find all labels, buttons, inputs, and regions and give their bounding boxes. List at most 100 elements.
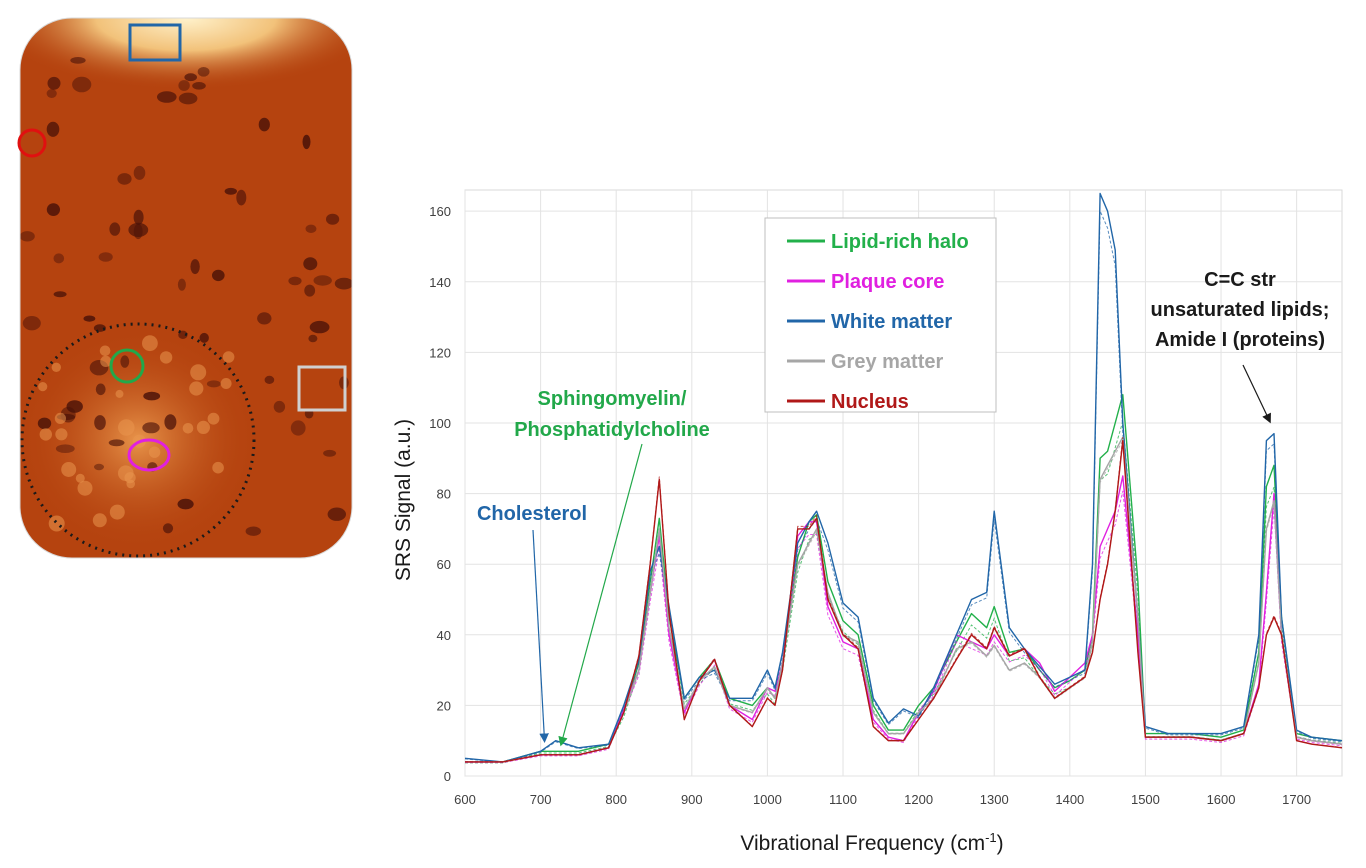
plaque-granule bbox=[212, 461, 224, 474]
cell-body-spot bbox=[143, 391, 161, 401]
cell-body-spot bbox=[245, 526, 261, 536]
cell-body-spot bbox=[98, 252, 113, 262]
plaque-granule bbox=[77, 480, 93, 496]
legend: Lipid-rich halo Plaque core White matter Gr… bbox=[764, 217, 997, 413]
cell-body-spot bbox=[53, 291, 67, 298]
plaque-granule bbox=[48, 515, 65, 532]
cell-body-spot bbox=[258, 117, 270, 132]
annotation-cc-line2: unsaturated lipids; bbox=[1151, 299, 1330, 321]
cell-body-spot bbox=[133, 165, 146, 180]
series-replicate-line bbox=[465, 437, 1343, 763]
x-axis-ticks: 600 700 800 900 1000 1100 1200 1300 1400 1500 1600… bbox=[454, 792, 1311, 807]
legend-label: Plaque core bbox=[831, 271, 944, 293]
y-tick-label: 40 bbox=[437, 628, 451, 643]
annotation-sphingomyelin-arrow bbox=[558, 443, 643, 747]
annotation-sphingomyelin: Sphingomyelin/ Phosphatidylcholine bbox=[514, 388, 710, 747]
cell-body-spot bbox=[133, 209, 144, 225]
cell-body-spot bbox=[162, 523, 174, 534]
cell-body-spot bbox=[190, 259, 200, 275]
cell-body-spot bbox=[178, 80, 190, 91]
cell-body-spot bbox=[177, 278, 186, 291]
roi-lipid-halo bbox=[109, 348, 145, 384]
cell-body-spot bbox=[142, 422, 160, 434]
annotation-cc-arrow bbox=[1242, 364, 1271, 424]
plaque-granule bbox=[99, 345, 111, 357]
series-lines bbox=[464, 192, 1343, 764]
series-replicate-line bbox=[464, 210, 1343, 763]
plaque-outline bbox=[20, 322, 256, 558]
y-tick-label: 100 bbox=[429, 416, 451, 431]
plaque-granule bbox=[118, 419, 135, 436]
cell-body-spot bbox=[273, 400, 286, 413]
roi-cortex bbox=[17, 128, 47, 158]
cell-body-spot bbox=[47, 76, 61, 90]
plaque-granule bbox=[142, 335, 158, 352]
cell-body-spot bbox=[46, 121, 60, 137]
plaque-granule bbox=[115, 389, 124, 398]
cell-body-spot bbox=[37, 417, 52, 430]
plaque-granule bbox=[207, 412, 220, 425]
annotation-cc-line3: Amide I (proteins) bbox=[1155, 329, 1325, 351]
y-tick-label: 120 bbox=[429, 345, 451, 360]
cell-body-spot bbox=[72, 76, 92, 93]
cell-body-spot bbox=[83, 315, 96, 322]
legend-label: Nucleus bbox=[831, 391, 909, 413]
microscopy-image bbox=[17, 17, 353, 559]
legend-label: White matter bbox=[831, 311, 952, 333]
cell-body-spot bbox=[309, 320, 330, 334]
plaque-granule bbox=[51, 362, 61, 372]
x-tick-label: 700 bbox=[530, 792, 552, 807]
cell-body-spot bbox=[313, 275, 332, 286]
legend-label: Grey matter bbox=[831, 351, 943, 373]
plaque-granule bbox=[38, 382, 48, 392]
cell-body-spot bbox=[326, 213, 340, 225]
cell-body-spot bbox=[236, 189, 247, 206]
x-tick-label: 1200 bbox=[904, 792, 933, 807]
cell-body-spot bbox=[303, 257, 318, 271]
cell-body-spot bbox=[323, 449, 337, 457]
cell-body-spot bbox=[304, 284, 316, 297]
cell-body-spot bbox=[157, 91, 177, 103]
cell-body-spot bbox=[288, 276, 302, 286]
plaque-granule bbox=[109, 504, 125, 520]
x-tick-label: 1500 bbox=[1131, 792, 1160, 807]
plaque-granule bbox=[148, 446, 161, 458]
cell-body-spot bbox=[94, 415, 106, 431]
x-tick-label: 1400 bbox=[1055, 792, 1084, 807]
x-tick-label: 1600 bbox=[1207, 792, 1236, 807]
cell-body-spot bbox=[70, 57, 86, 64]
cell-body-spot bbox=[305, 224, 317, 233]
cell-body-spot bbox=[177, 498, 194, 510]
y-tick-label: 60 bbox=[437, 557, 451, 572]
cell-body-spot bbox=[117, 173, 132, 185]
plaque-granule bbox=[61, 462, 77, 477]
y-tick-label: 140 bbox=[429, 275, 451, 290]
y-tick-label: 20 bbox=[437, 698, 451, 713]
cell-body-spot bbox=[164, 414, 177, 430]
cell-body-spot bbox=[212, 269, 225, 282]
cell-body-spot bbox=[192, 82, 206, 90]
cell-body-spot bbox=[290, 420, 306, 436]
annotation-cholesterol-label: Cholesterol bbox=[477, 503, 587, 525]
x-tick-label: 900 bbox=[681, 792, 703, 807]
annotation-sphingomyelin-line2: Phosphatidylcholine bbox=[514, 419, 710, 441]
cell-body-spot bbox=[308, 334, 318, 343]
roi-white-matter bbox=[128, 23, 182, 62]
x-tick-label: 1100 bbox=[829, 792, 857, 807]
srs-spectrum-chart: 600 700 800 900 1000 1100 1200 1300 1400 1500 1600… bbox=[392, 189, 1343, 855]
cell-body-spot bbox=[128, 222, 149, 237]
plaque-granule bbox=[159, 351, 173, 364]
plaque-granule bbox=[92, 513, 107, 528]
cell-body-spot bbox=[334, 277, 352, 290]
cell-body-spot bbox=[224, 187, 237, 195]
cell-body-spot bbox=[184, 73, 197, 82]
x-tick-label: 800 bbox=[605, 792, 627, 807]
cell-body-spot bbox=[264, 375, 275, 384]
x-axis-title: Vibrational Frequency (cm-1) bbox=[740, 830, 1003, 855]
cell-body-spot bbox=[327, 507, 346, 521]
cell-body-spot bbox=[55, 444, 75, 454]
cell-body-spot bbox=[178, 92, 198, 105]
cell-body-spot bbox=[94, 463, 104, 471]
y-axis-title: SRS Signal (a.u.) bbox=[392, 419, 415, 581]
